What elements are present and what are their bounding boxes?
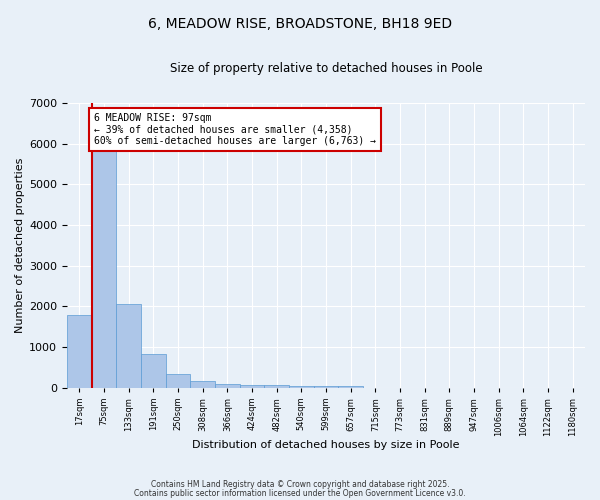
Bar xyxy=(190,380,215,388)
Bar xyxy=(314,386,338,388)
Text: 6, MEADOW RISE, BROADSTONE, BH18 9ED: 6, MEADOW RISE, BROADSTONE, BH18 9ED xyxy=(148,18,452,32)
Text: Contains public sector information licensed under the Open Government Licence v3: Contains public sector information licen… xyxy=(134,488,466,498)
X-axis label: Distribution of detached houses by size in Poole: Distribution of detached houses by size … xyxy=(192,440,460,450)
Y-axis label: Number of detached properties: Number of detached properties xyxy=(15,158,25,333)
Text: Contains HM Land Registry data © Crown copyright and database right 2025.: Contains HM Land Registry data © Crown c… xyxy=(151,480,449,489)
Bar xyxy=(141,354,166,388)
Title: Size of property relative to detached houses in Poole: Size of property relative to detached ho… xyxy=(170,62,482,76)
Bar xyxy=(289,386,314,388)
Bar xyxy=(116,304,141,388)
Bar xyxy=(92,150,116,388)
Bar xyxy=(166,374,190,388)
Bar xyxy=(67,316,92,388)
Bar xyxy=(239,384,265,388)
Text: 6 MEADOW RISE: 97sqm
← 39% of detached houses are smaller (4,358)
60% of semi-de: 6 MEADOW RISE: 97sqm ← 39% of detached h… xyxy=(94,113,376,146)
Bar xyxy=(338,386,363,388)
Bar xyxy=(215,384,239,388)
Bar xyxy=(265,386,289,388)
